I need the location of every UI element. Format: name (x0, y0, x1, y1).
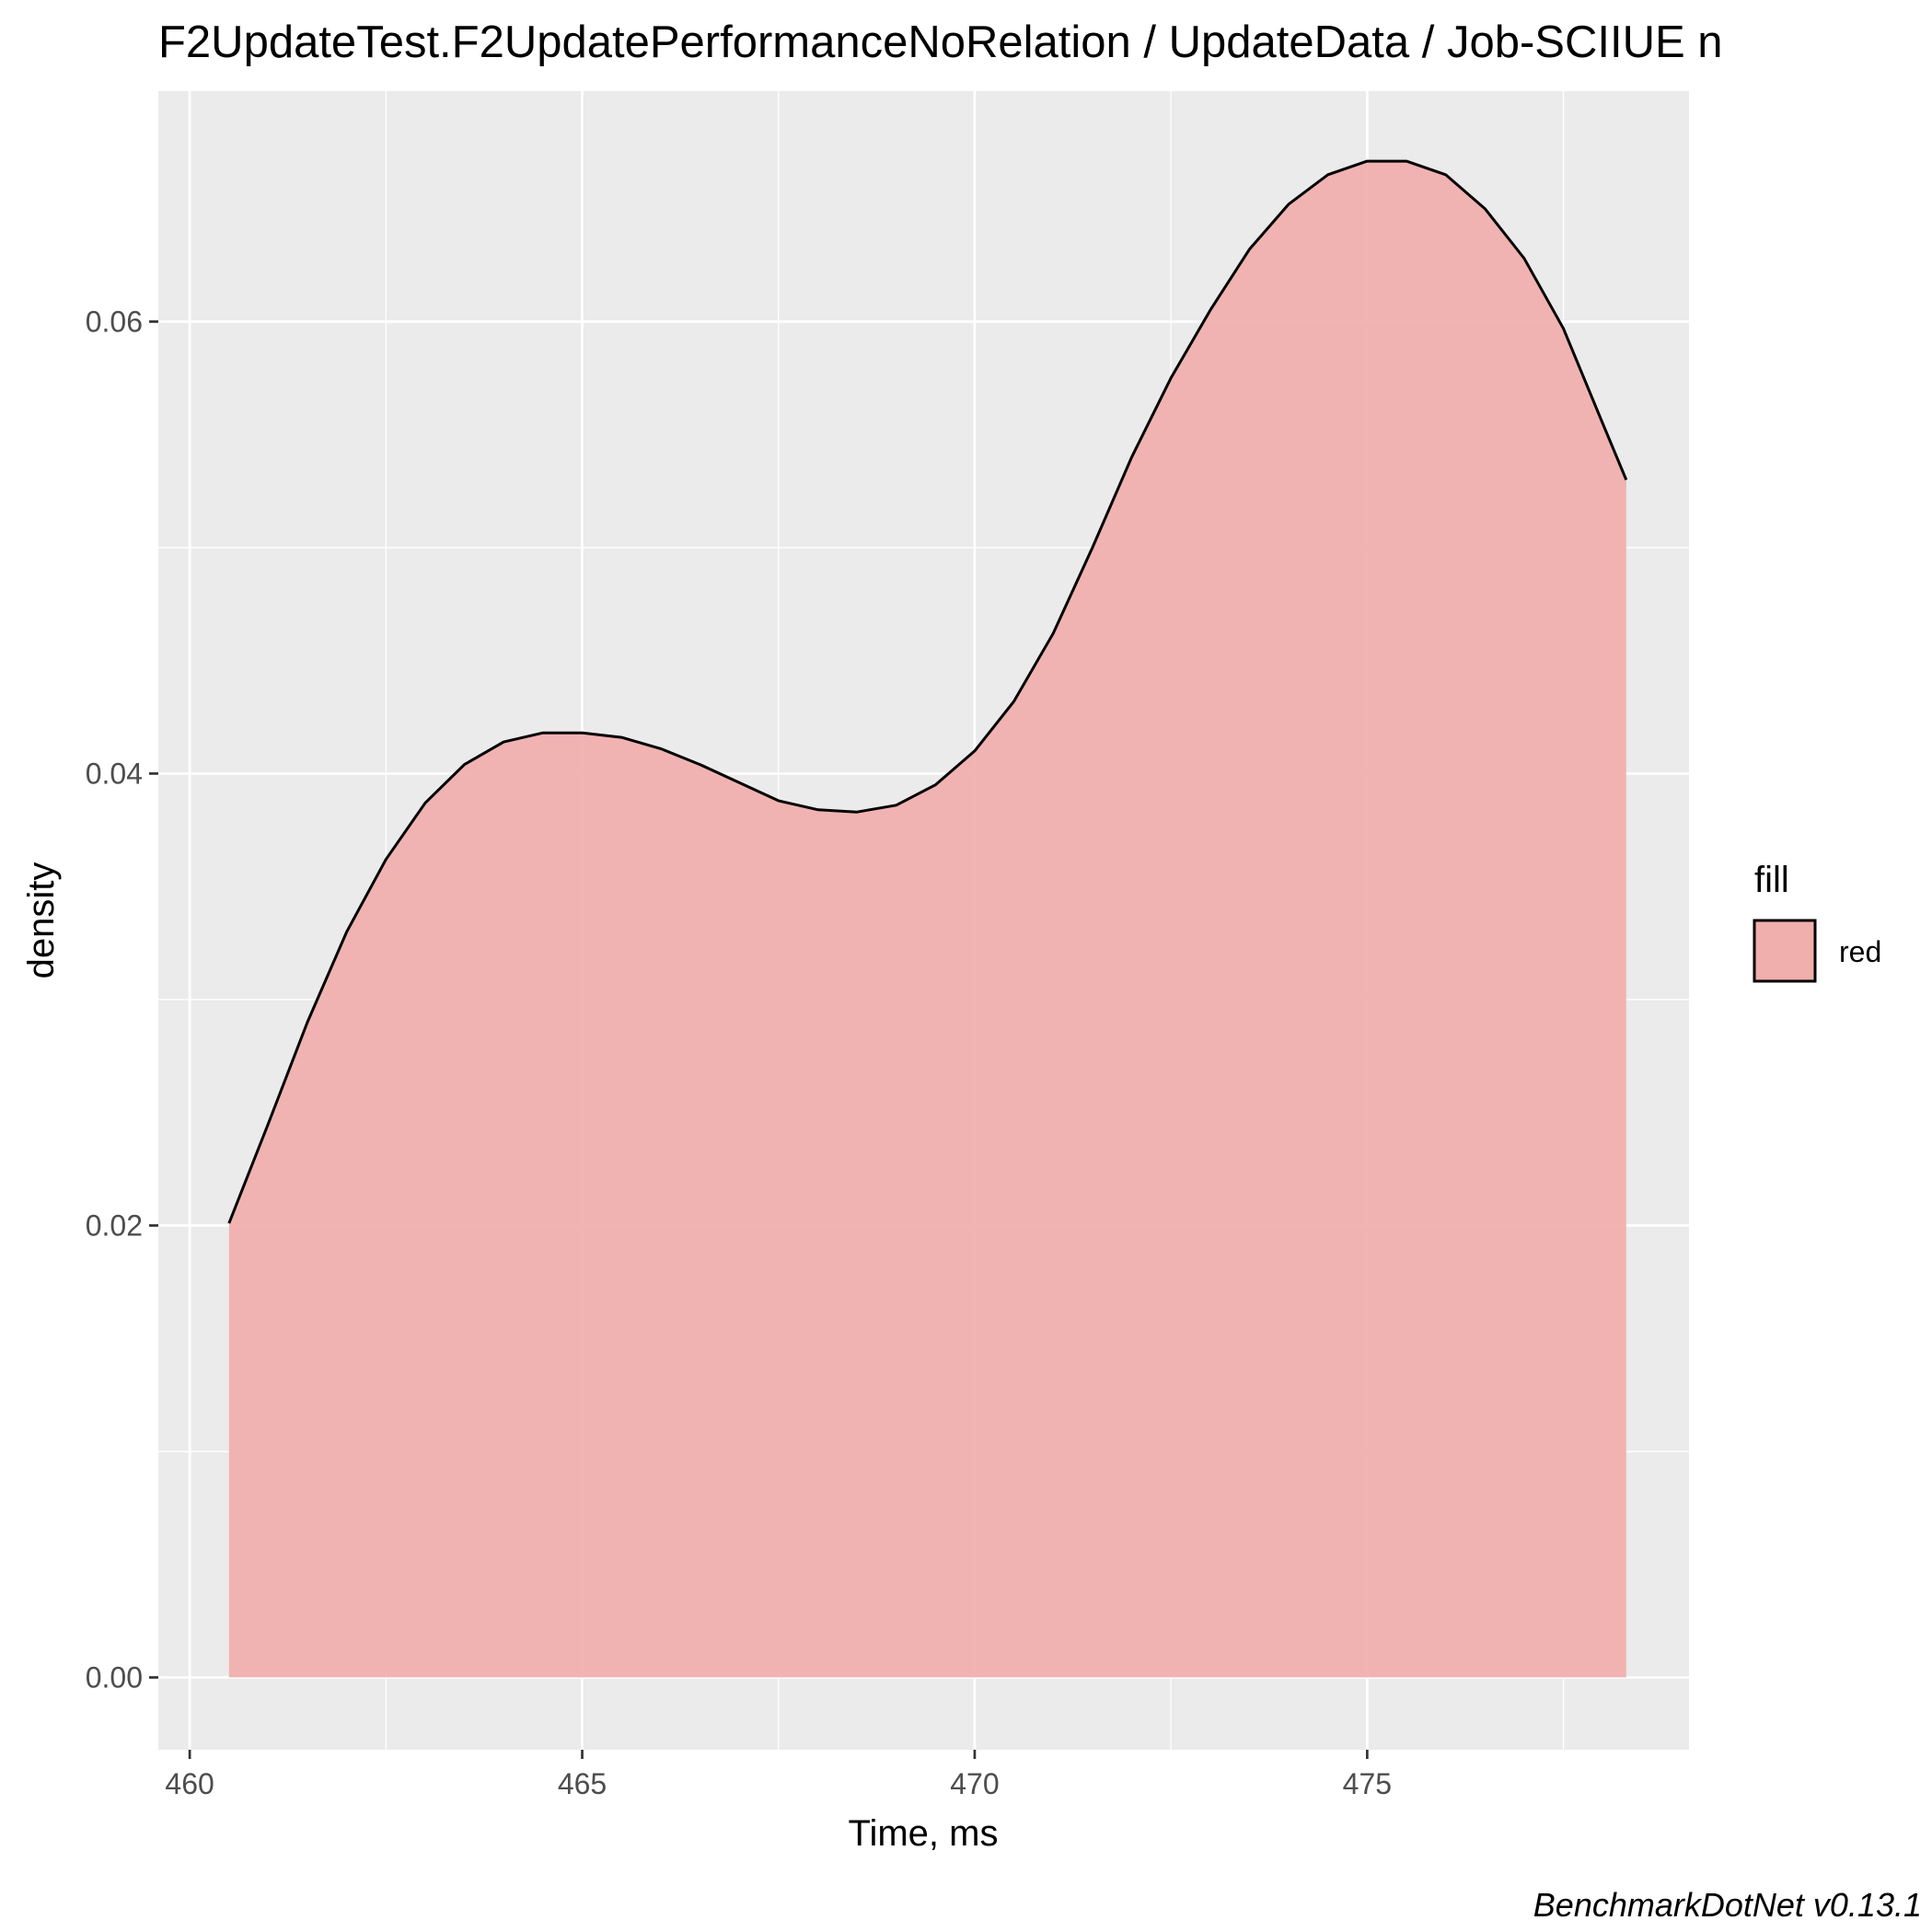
chart-title: F2UpdateTest.F2UpdatePerformanceNoRelati… (158, 17, 1723, 67)
legend: fill red (1753, 860, 1881, 983)
x-axis: 460 465 470 475 (165, 1750, 1392, 1800)
x-tick-label: 470 (950, 1767, 999, 1800)
series-layer (227, 159, 1628, 1678)
y-tick-label: 0.00 (86, 1660, 143, 1694)
density-line (227, 159, 1628, 1224)
x-tick-label: 460 (165, 1767, 214, 1800)
y-axis-title: density (21, 862, 62, 979)
caption: BenchmarkDotNet v0.13.1 (1533, 1886, 1922, 1924)
legend-title: fill (1754, 860, 1789, 900)
legend-key-red (1753, 919, 1817, 983)
y-axis: 0.00 0.02 0.04 0.06 (86, 305, 158, 1694)
x-axis-title: Time, ms (849, 1813, 999, 1854)
x-tick-label: 475 (1343, 1767, 1392, 1800)
x-tick-label: 465 (558, 1767, 607, 1800)
y-tick-label: 0.04 (86, 757, 143, 790)
y-tick-label: 0.02 (86, 1209, 143, 1242)
density-area (228, 161, 1626, 1678)
y-tick-label: 0.06 (86, 305, 143, 338)
legend-label-red: red (1839, 935, 1881, 968)
